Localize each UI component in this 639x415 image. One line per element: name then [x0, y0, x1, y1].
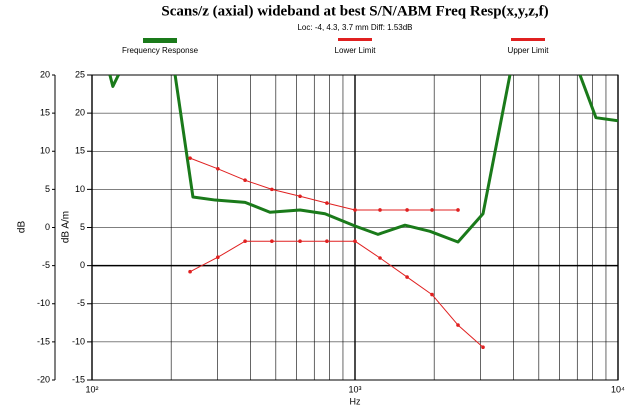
- point: [243, 178, 247, 183]
- plot-layer: [108, 75, 618, 350]
- y2-tick-label: 10: [40, 146, 50, 156]
- point: [456, 208, 460, 212]
- point: [405, 275, 409, 279]
- y2-tick-label: -20: [37, 374, 50, 384]
- point: [188, 156, 192, 160]
- y-tick-label: 10: [75, 184, 85, 194]
- point: [270, 187, 274, 192]
- y2-tick-label: -10: [37, 298, 50, 308]
- x-axis-label: Hz: [350, 396, 361, 406]
- x-tick-label: 10³: [348, 384, 361, 394]
- legend-swatch: [338, 38, 372, 41]
- point: [325, 201, 329, 205]
- y2-tick-label: 5: [45, 184, 50, 194]
- y2-tick-label: 15: [40, 108, 50, 118]
- y2-tick-label: -15: [37, 336, 50, 346]
- point: [430, 292, 434, 297]
- point: [481, 345, 485, 350]
- point: [378, 208, 382, 212]
- y-tick-label: 15: [75, 146, 85, 156]
- point: [430, 208, 434, 212]
- point: [378, 256, 382, 260]
- point: [216, 166, 220, 171]
- point: [270, 239, 274, 244]
- y-tick-label: 25: [75, 69, 85, 79]
- point: [188, 269, 192, 274]
- y2-axis-label: dB: [17, 221, 28, 234]
- y-tick-label: -5: [77, 298, 85, 308]
- y2-tick-label: -5: [42, 260, 50, 270]
- point: [216, 255, 220, 260]
- y-axis-label: dB A/m: [61, 211, 72, 243]
- y-tick-label: 20: [75, 108, 85, 118]
- y-tick-label: -15: [72, 374, 85, 384]
- legend-label: Lower Limit: [335, 46, 377, 55]
- point: [456, 323, 460, 327]
- legend-label: Upper Limit: [508, 46, 550, 55]
- y2-tick-label: 0: [45, 222, 50, 232]
- series-line: [108, 75, 618, 244]
- point: [298, 239, 302, 244]
- point: [405, 208, 409, 212]
- point: [243, 239, 247, 244]
- series-line: [189, 240, 484, 348]
- legend-swatch: [143, 38, 177, 43]
- chart-subtitle: Loc: -4, 4.3, 3.7 mm Diff: 1.53dB: [297, 23, 412, 32]
- x-tick-label: 10⁴: [611, 384, 625, 394]
- x-tick-label: 10²: [85, 384, 98, 394]
- y2-tick-label: 20: [40, 69, 50, 79]
- point: [353, 239, 357, 244]
- y-tick-label: 5: [80, 222, 85, 232]
- y-tick-label: -10: [72, 336, 85, 346]
- point: [298, 194, 302, 199]
- chart-title: Scans/z (axial) wideband at best S/N/ABM…: [161, 3, 548, 19]
- point: [353, 208, 357, 212]
- legend-swatch: [511, 38, 545, 41]
- y-tick-label: 0: [80, 260, 85, 270]
- legend-label: Frequency Response: [122, 46, 199, 55]
- point: [325, 239, 329, 244]
